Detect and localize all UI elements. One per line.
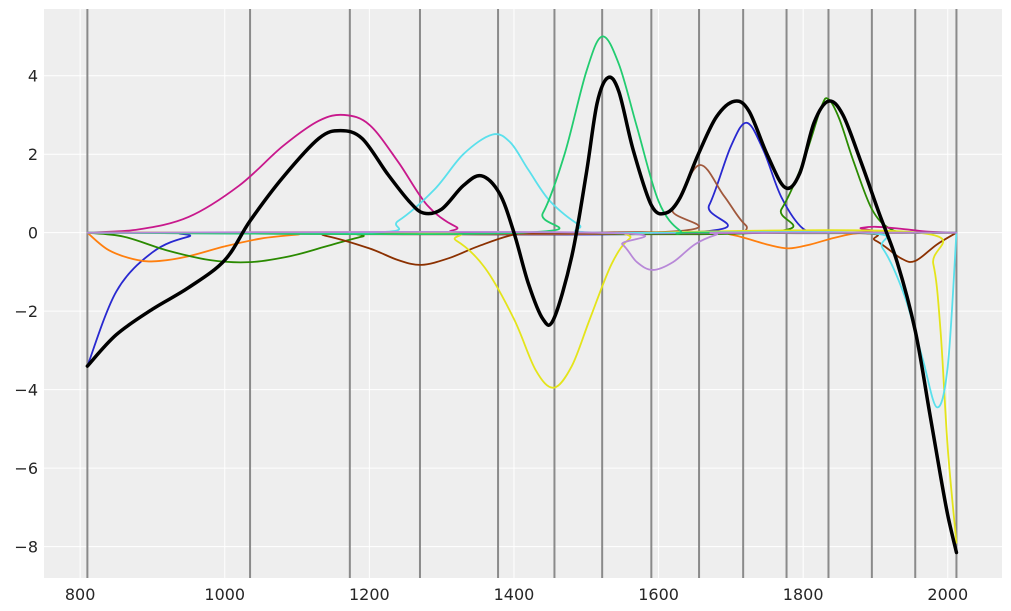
plot-background	[44, 9, 1002, 578]
x-tick-label: 1600	[638, 585, 679, 604]
series-line-11	[85, 75, 959, 555]
series-line-4	[86, 113, 958, 235]
x-tick-label: 1000	[204, 585, 245, 604]
y-tick-label: −6	[14, 459, 38, 478]
x-tick-label: 2000	[927, 585, 968, 604]
x-tick-labels: 800 1000 1200 1400 1600 1800 2000	[65, 585, 968, 604]
y-tick-label: −8	[14, 538, 38, 557]
series-line-7	[86, 229, 958, 544]
series-line-10	[86, 230, 958, 271]
series-line-6	[86, 231, 958, 266]
x-tick-label: 1400	[494, 585, 535, 604]
y-tick-label: −2	[14, 302, 38, 321]
y-tick-label: −4	[14, 381, 38, 400]
y-tick-label: 4	[28, 67, 38, 86]
x-tick-label: 800	[65, 585, 96, 604]
x-tick-label: 1800	[783, 585, 824, 604]
y-tick-labels: 4 2 0 −2 −4 −6 −8	[14, 67, 38, 557]
x-tick-label: 1200	[349, 585, 390, 604]
y-tick-label: 2	[28, 145, 38, 164]
knot-lines	[86, 9, 958, 578]
y-tick-label: 0	[28, 224, 38, 243]
series-lines	[85, 35, 959, 555]
